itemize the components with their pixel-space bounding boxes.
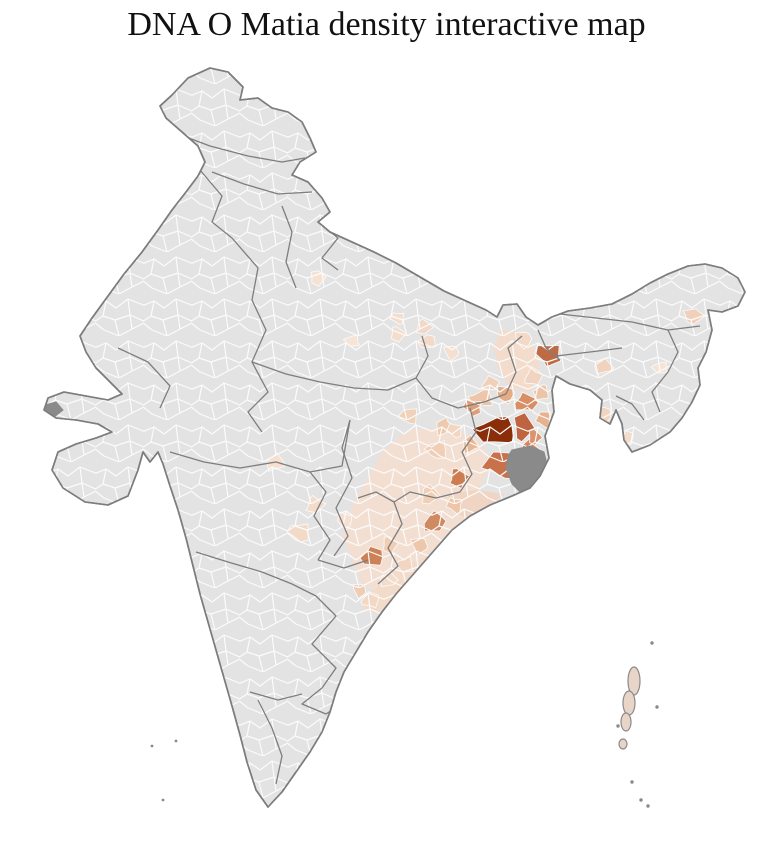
- state-borders: [117, 121, 701, 785]
- state-border: [317, 559, 369, 569]
- state-border: [231, 237, 269, 433]
- islet-dot: [646, 804, 650, 808]
- lakshadweep-dot: [174, 739, 178, 743]
- islet-dot: [630, 780, 634, 784]
- state-border: [377, 501, 403, 585]
- india-landmass: [43, 67, 746, 808]
- state-border: [195, 551, 293, 585]
- lakshadweep-dot: [161, 798, 165, 802]
- state-border: [211, 171, 313, 195]
- state-border: [249, 691, 303, 701]
- coastline: [43, 67, 746, 808]
- state-border: [459, 407, 477, 493]
- lakshadweep-dot: [150, 744, 154, 748]
- state-border: [117, 347, 171, 409]
- islet-dot: [650, 641, 654, 645]
- state-border: [281, 205, 297, 289]
- map-title: DNA O Matia density interactive map: [127, 6, 646, 43]
- state-border: [199, 169, 233, 239]
- state-border: [291, 583, 337, 689]
- state-border: [257, 699, 283, 785]
- islet-dot: [639, 798, 643, 802]
- state-border: [537, 329, 561, 361]
- state-border: [651, 329, 679, 413]
- islet-dot: [655, 705, 659, 709]
- state-border: [559, 313, 701, 331]
- state-border: [251, 335, 429, 391]
- state-border: [333, 419, 353, 557]
- andaman-island[interactable]: [618, 738, 628, 750]
- state-border: [357, 491, 461, 503]
- state-border: [555, 347, 623, 357]
- state-border: [505, 335, 523, 395]
- andaman-island[interactable]: [620, 712, 632, 732]
- islands: [150, 641, 659, 808]
- state-border: [415, 377, 507, 409]
- state-border: [615, 395, 645, 421]
- map-layers: [43, 67, 746, 808]
- state-border: [169, 419, 351, 473]
- state-border: [309, 471, 331, 561]
- islet-dot: [616, 724, 620, 728]
- andaman-island[interactable]: [622, 690, 636, 716]
